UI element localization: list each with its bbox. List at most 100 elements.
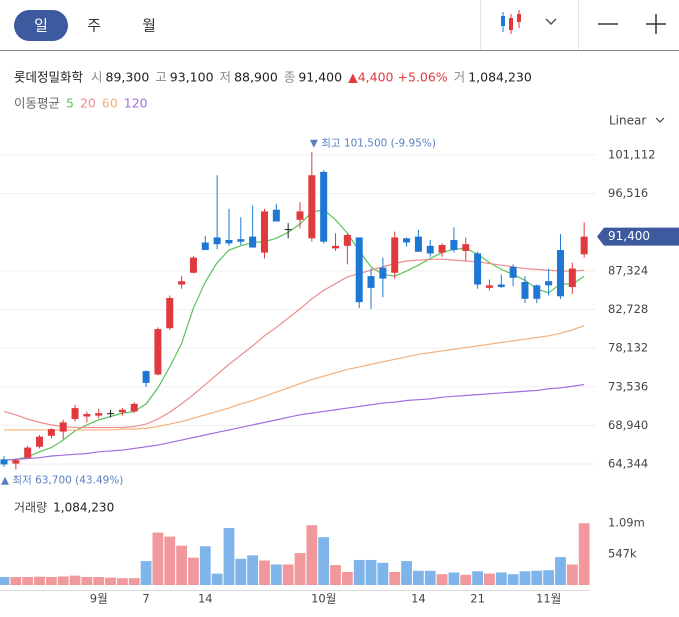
volume-bar xyxy=(152,532,164,585)
candle-body xyxy=(178,281,186,285)
volume-bar xyxy=(484,573,495,585)
volume-bar xyxy=(472,571,483,585)
volume-bar xyxy=(0,577,10,585)
last-price-badge xyxy=(597,227,679,246)
candle-body xyxy=(308,175,316,239)
moving-average xyxy=(3,209,585,461)
volume-title: 거래량 xyxy=(14,501,47,515)
ma-legend: 120 xyxy=(124,96,148,111)
field-label: 고 xyxy=(155,70,167,85)
tab-selected-bg[interactable] xyxy=(14,10,68,41)
high-annotation: ▼ 최고 101,500 (-9.95%) xyxy=(310,138,436,150)
candle-body xyxy=(24,447,32,458)
moving-average xyxy=(3,383,585,461)
volume-bar xyxy=(235,558,247,585)
volume-bar xyxy=(341,571,353,585)
volume-bar xyxy=(34,576,45,585)
volume-bar xyxy=(57,576,69,585)
x-tick-label: 9월 xyxy=(90,592,108,606)
y-tick-label: 64,344 xyxy=(608,457,648,471)
chevron[interactable] xyxy=(545,18,557,26)
volume-bar xyxy=(330,565,341,585)
volume-bar xyxy=(211,573,223,585)
y-tick-label: 73,536 xyxy=(608,379,648,393)
volume-bar xyxy=(270,564,282,585)
volume-bar xyxy=(128,578,140,585)
volume-bar xyxy=(259,560,270,585)
field-value: 89,300 xyxy=(106,70,150,85)
volume-bar xyxy=(566,564,578,585)
volume-bar xyxy=(389,571,401,585)
y-tick-label: 78,132 xyxy=(608,341,648,355)
volume-bar xyxy=(448,572,460,585)
candle-body xyxy=(403,238,411,243)
ma-legend: 5 xyxy=(66,96,74,111)
field-value: 88,900 xyxy=(234,70,278,85)
candle-body xyxy=(71,408,79,420)
candle-body xyxy=(166,297,174,329)
zoom-in[interactable] xyxy=(646,14,666,34)
field-value: 1,084,230 xyxy=(468,70,532,85)
volume-bar xyxy=(365,559,377,585)
volume-bar xyxy=(81,577,93,585)
candle-body xyxy=(237,239,245,242)
candle-body xyxy=(272,209,280,222)
volume-bar xyxy=(294,553,306,585)
volume-bar xyxy=(176,545,187,585)
scale-mode[interactable]: Linear xyxy=(609,114,646,128)
candle-body xyxy=(189,257,197,273)
ma-legend: 60 xyxy=(102,96,118,111)
field-label: 거 xyxy=(454,70,466,85)
field-value: 93,100 xyxy=(170,70,214,85)
candle-body xyxy=(379,267,387,279)
volume-bar xyxy=(555,557,566,585)
x-tick-label: 14 xyxy=(411,592,426,606)
candle-body xyxy=(213,237,221,245)
candle-body xyxy=(474,253,482,285)
volume-tick-label: 547k xyxy=(608,546,637,560)
candle-body xyxy=(118,409,126,413)
candle-body xyxy=(391,237,399,273)
candle-body xyxy=(556,250,564,297)
volume-bar xyxy=(507,574,519,585)
volume-bar xyxy=(424,570,436,585)
field-label: 종 xyxy=(284,70,296,85)
field-value: 91,400 xyxy=(298,70,342,85)
tab[interactable]: 월 xyxy=(142,17,156,35)
tab[interactable]: 주 xyxy=(87,17,101,35)
candle-body xyxy=(296,211,304,220)
stock-name: 롯데정밀화학 xyxy=(14,70,84,85)
volume-bar xyxy=(578,523,590,585)
y-tick-label: 101,112 xyxy=(608,147,656,161)
moving-average xyxy=(4,325,585,431)
candle-body xyxy=(201,242,209,251)
candle-body xyxy=(12,460,20,464)
candle-body xyxy=(414,236,422,252)
field-label: 시 xyxy=(91,70,103,85)
chart-type-icon[interactable] xyxy=(501,10,521,34)
y-tick-label: 87,324 xyxy=(608,263,648,277)
candle-body xyxy=(59,422,67,432)
volume-bar xyxy=(10,577,22,585)
candle-body xyxy=(95,413,103,416)
scale-chevron[interactable] xyxy=(655,117,665,123)
volume-bar xyxy=(105,577,116,585)
volume-bar xyxy=(140,561,152,585)
ma-legend: 20 xyxy=(80,96,96,111)
volume-bar xyxy=(22,577,34,585)
candle-body xyxy=(47,429,55,436)
x-tick-label: 14 xyxy=(198,592,213,606)
x-tick-label: 11월 xyxy=(536,592,561,606)
volume-bar xyxy=(436,574,448,585)
y-tick-label: 96,516 xyxy=(608,186,648,200)
volume-bar xyxy=(45,577,57,585)
candle-body xyxy=(426,245,434,254)
volume-bar xyxy=(543,570,555,585)
tab[interactable]: 일 xyxy=(34,17,48,35)
change: ▲4,400 xyxy=(348,70,393,85)
x-tick-label: 10월 xyxy=(311,592,336,606)
candle-body xyxy=(355,237,363,303)
candle-body xyxy=(367,276,375,288)
volume-bar xyxy=(247,555,259,585)
candle-body xyxy=(249,236,257,248)
